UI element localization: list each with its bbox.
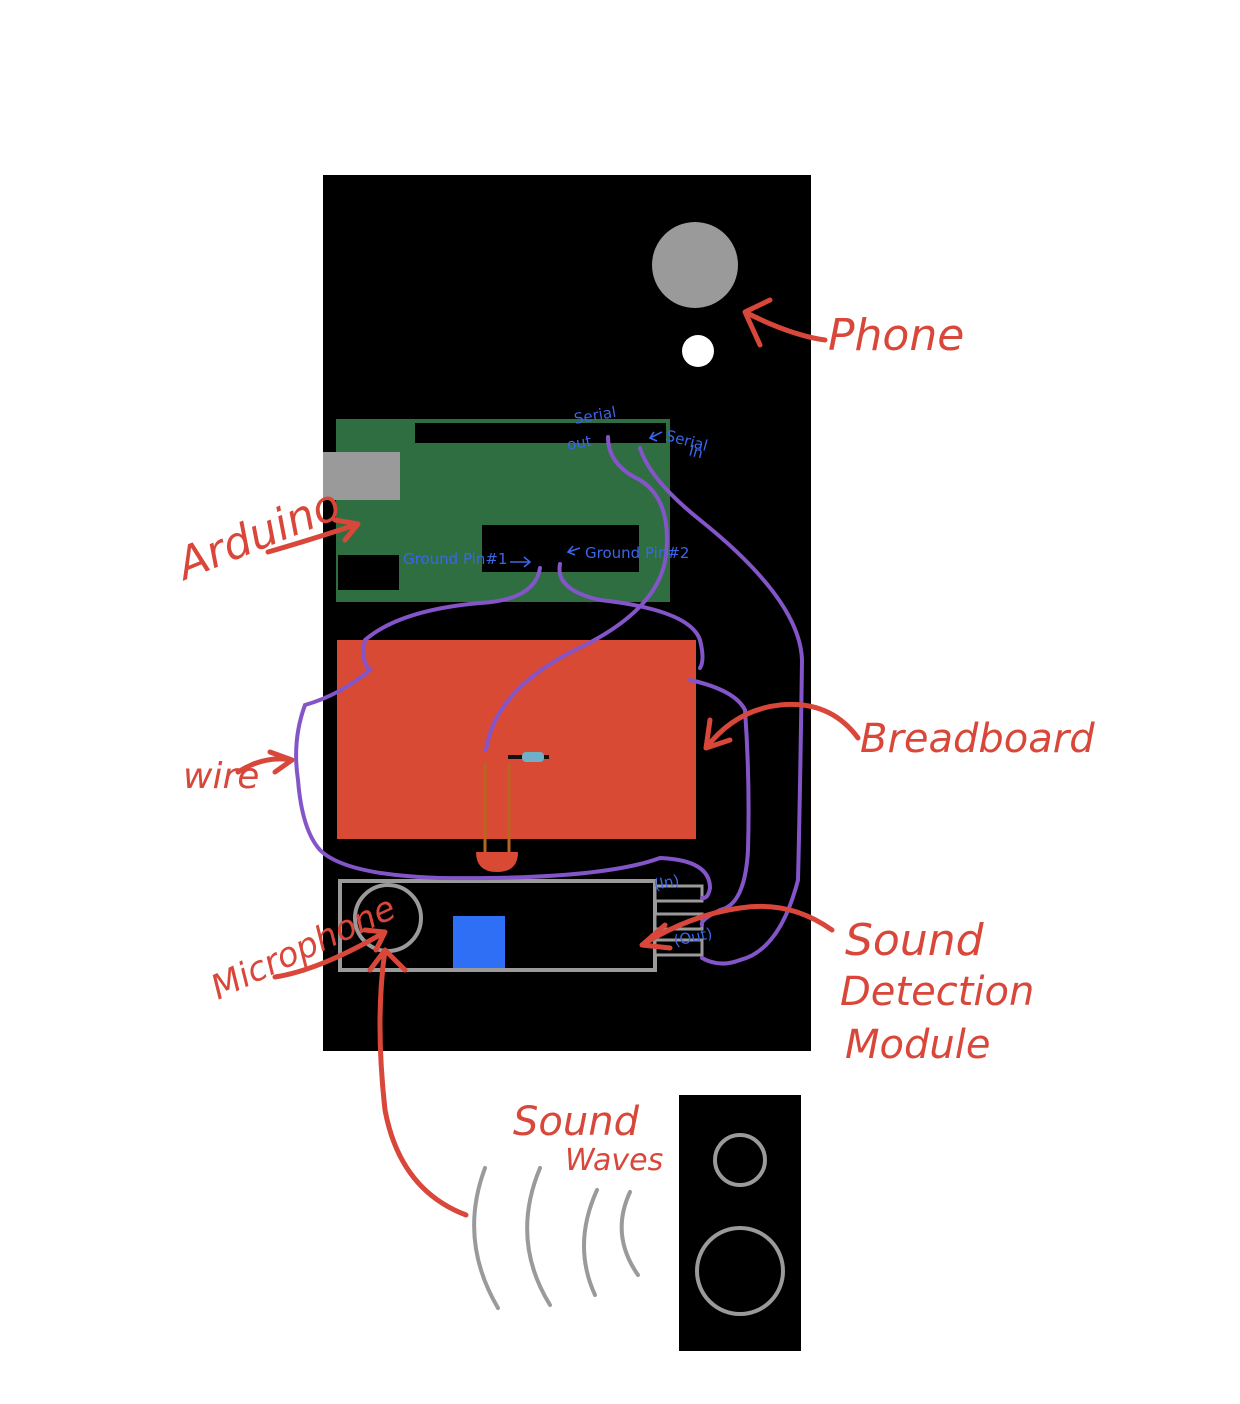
arrow-ground-pin-1 bbox=[510, 556, 532, 568]
label-serial-in-line2: In bbox=[687, 441, 705, 462]
label-arduino: Arduino bbox=[167, 479, 347, 591]
label-sound-detection-line1: Sound bbox=[845, 915, 985, 966]
arrow-ground-pin-2 bbox=[566, 545, 581, 556]
phone-flash bbox=[682, 335, 714, 367]
resistor bbox=[508, 752, 549, 762]
annotation-arrows bbox=[235, 297, 861, 1218]
wire-ground-2 bbox=[557, 562, 705, 670]
breadboard bbox=[337, 640, 696, 839]
arrow-microphone bbox=[272, 927, 388, 980]
arduino-usb-port bbox=[323, 452, 400, 500]
module-pin-in bbox=[653, 884, 704, 903]
wire-serial-in bbox=[638, 446, 805, 966]
wire-ground-1 bbox=[294, 566, 713, 901]
arrow-phone bbox=[742, 297, 828, 348]
arrow-wire bbox=[235, 749, 295, 775]
label-sound-detection-line3: Module bbox=[845, 1022, 990, 1068]
label-breadboard: Breadboard bbox=[860, 716, 1095, 762]
label-ground-pin-1: Ground Pin#1 bbox=[403, 550, 507, 568]
speaker-woofer bbox=[695, 1226, 785, 1316]
phone-camera-lens bbox=[652, 222, 738, 308]
wires bbox=[294, 435, 805, 966]
speaker-tweeter bbox=[713, 1133, 767, 1187]
arduino-board bbox=[323, 419, 670, 602]
label-ground-pin-2: Ground Pin#2 bbox=[585, 544, 689, 562]
label-sound-waves-line2: Waves bbox=[565, 1143, 663, 1178]
wire-serial-out bbox=[484, 435, 669, 752]
arrow-serial-in bbox=[648, 431, 663, 442]
arduino-power-jack bbox=[338, 555, 399, 590]
label-module-in: (In) bbox=[652, 871, 681, 894]
label-wire: wire bbox=[183, 756, 259, 797]
speaker bbox=[679, 1095, 801, 1351]
led bbox=[476, 764, 518, 872]
arrow-arduino bbox=[265, 517, 361, 555]
module-chip bbox=[453, 916, 505, 968]
pin-arrows bbox=[510, 431, 663, 568]
label-phone: Phone bbox=[828, 310, 964, 361]
label-sound-detection-line2: Detection bbox=[840, 969, 1034, 1015]
arduino-header-top bbox=[415, 423, 666, 443]
sound-waves bbox=[472, 1166, 640, 1310]
arrow-sound-detection bbox=[639, 903, 835, 951]
label-sound-waves-line1: Sound bbox=[513, 1099, 640, 1145]
arrow-sound-waves bbox=[367, 947, 469, 1218]
arrow-breadboard bbox=[703, 701, 861, 751]
label-serial-out-line2: out bbox=[566, 432, 593, 454]
